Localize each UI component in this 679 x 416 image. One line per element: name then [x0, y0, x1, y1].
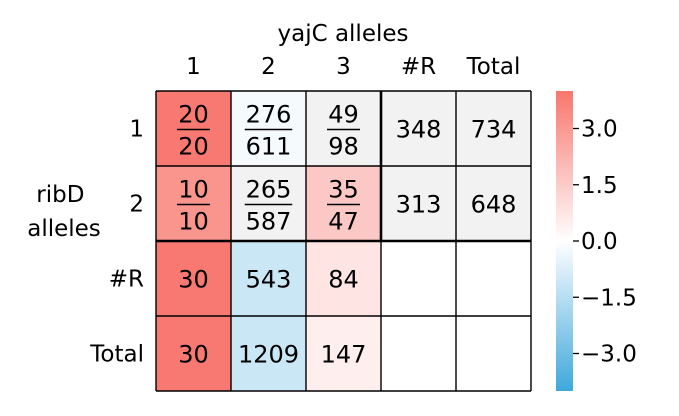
- cell-numerator: 35: [328, 176, 359, 204]
- colorbar-gradient: [556, 91, 573, 391]
- cell-value: 348: [396, 116, 442, 144]
- column-labels: 1 2 3 #R Total: [186, 54, 520, 80]
- heatmap-cell: [381, 166, 456, 241]
- heatmap-cell: [156, 316, 231, 391]
- heatmap-cell: [306, 241, 381, 316]
- row-axis-label-line-2: alleles: [27, 216, 101, 242]
- cell-value: 648: [471, 191, 517, 219]
- colorbar-tick-label: 1.5: [581, 173, 618, 199]
- colorbar: 3.0 1.5 0.0 −1.5 −3.0: [556, 91, 637, 391]
- row-label: 1: [129, 117, 144, 143]
- heatmap-cell: [306, 91, 381, 166]
- colorbar-tick-label: −1.5: [581, 285, 637, 311]
- colorbar-tick-label: 0.0: [581, 229, 618, 255]
- column-label: 2: [261, 54, 276, 80]
- cell-denominator: 587: [246, 208, 292, 236]
- heatmap-cell: [231, 166, 306, 241]
- cell-value: 30: [178, 341, 209, 369]
- row-label: 2: [129, 192, 144, 218]
- cell-value: 84: [328, 266, 359, 294]
- heatmap-cell-labels: 20 20 276 611 49 98 348 734 10 10 265 587 35 47 313 648…: [177, 101, 516, 369]
- heatmap-cell: [306, 316, 381, 391]
- row-axis-label: ribD alleles: [27, 182, 101, 242]
- cell-numerator: 20: [178, 101, 209, 129]
- heatmap-grid: [155, 90, 532, 392]
- cell-numerator: 10: [178, 176, 209, 204]
- cell-value: 30: [178, 266, 209, 294]
- heatmap-cell: [456, 91, 531, 166]
- heatmap-cell: [381, 241, 456, 316]
- cell-denominator: 10: [178, 208, 209, 236]
- cell-value: 313: [396, 191, 442, 219]
- cell-denominator: 47: [328, 208, 359, 236]
- column-label: 3: [336, 54, 351, 80]
- heatmap-cell: [456, 241, 531, 316]
- row-label: #R: [109, 267, 144, 293]
- heatmap-cell: [456, 316, 531, 391]
- heatmap-cell: [456, 166, 531, 241]
- cell-denominator: 20: [178, 133, 209, 161]
- cell-value: 1209: [238, 341, 299, 369]
- cell-value: 543: [246, 266, 292, 294]
- heatmap-cell: [231, 91, 306, 166]
- column-axis-label: yajC alleles: [277, 21, 408, 47]
- heatmap-cell: [306, 166, 381, 241]
- cell-value: 147: [321, 341, 367, 369]
- row-label: Total: [89, 342, 144, 368]
- cell-value: 734: [471, 116, 517, 144]
- cell-denominator: 98: [328, 133, 359, 161]
- colorbar-tick-label: 3.0: [581, 117, 618, 143]
- row-labels: 1 2 #R Total: [89, 117, 144, 368]
- cell-numerator: 276: [246, 101, 292, 129]
- colorbar-tick-label: −3.0: [581, 342, 637, 368]
- heatmap-cells: [156, 91, 531, 391]
- row-axis-label-line-1: ribD: [36, 182, 84, 208]
- column-label: Total: [466, 54, 521, 80]
- cell-numerator: 49: [328, 101, 359, 129]
- heatmap-cell: [156, 166, 231, 241]
- heatmap-cell: [381, 91, 456, 166]
- cell-denominator: 611: [246, 133, 292, 161]
- heatmap-cell: [156, 91, 231, 166]
- heatmap-cell: [231, 241, 306, 316]
- column-label: #R: [401, 54, 436, 80]
- heatmap-cell: [156, 241, 231, 316]
- cell-numerator: 265: [246, 176, 292, 204]
- column-label: 1: [186, 54, 201, 80]
- heatmap-cell: [381, 316, 456, 391]
- heatmap-cell: [231, 316, 306, 391]
